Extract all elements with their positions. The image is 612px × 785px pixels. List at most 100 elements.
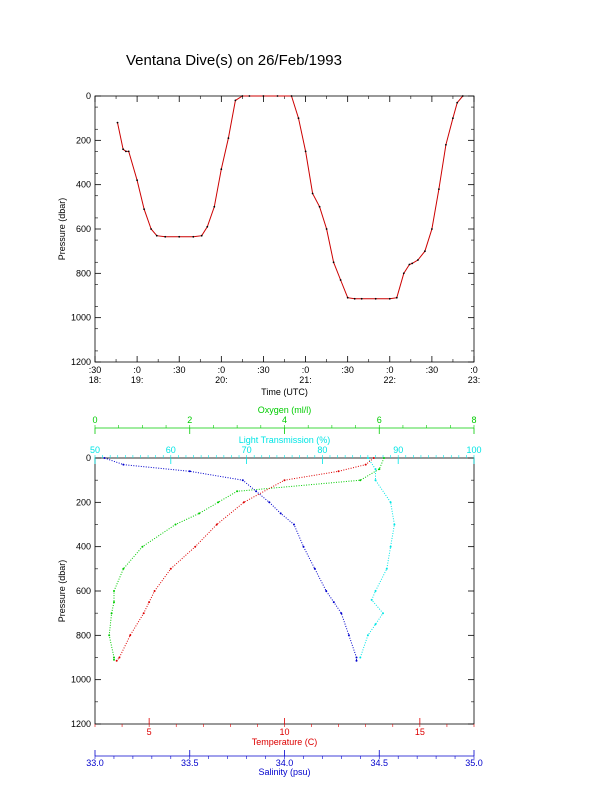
light_transmission-point: [382, 612, 384, 615]
salinity-axis: 33.0 33.5 34.0 34.5 35.0: [86, 750, 483, 768]
depth-point: [374, 297, 377, 300]
depth-point: [234, 99, 237, 102]
x-tick-label: :0: [386, 365, 394, 375]
depth-point: [360, 297, 363, 300]
temperature-point: [169, 567, 172, 570]
depth-point: [116, 121, 119, 124]
temperature-profile-line: [116, 457, 375, 662]
y-tick-label: 1200: [71, 357, 91, 367]
temperature-point: [364, 463, 367, 466]
x-tick-label: :0: [470, 365, 478, 375]
x-tick-label: :30: [257, 365, 270, 375]
chart-title: Ventana Dive(s) on 26/Feb/1993: [126, 52, 342, 69]
oxygen-point: [383, 457, 385, 459]
light_transmission-point: [393, 523, 396, 526]
depth-point: [227, 137, 230, 140]
oxygen-point: [217, 501, 220, 504]
light_transmission-point: [374, 479, 377, 482]
light_transmission-point: [385, 567, 388, 570]
depth-point: [452, 117, 454, 120]
temperature-axis: 5 10 15: [94, 718, 475, 737]
top-y-axis: 0 200 400 600 800 1000 1200: [71, 91, 474, 367]
light_transmission-tick-label: 60: [166, 445, 176, 455]
depth-point: [339, 279, 342, 281]
depth-point: [424, 250, 426, 253]
light-transmission-axis: 50 60 70 80 90 100: [90, 445, 482, 464]
depth-point: [127, 150, 130, 153]
depth-point: [143, 208, 146, 211]
profile-series: [103, 457, 396, 662]
x-tick-label: :30: [341, 365, 354, 375]
light-transmission-axis-label: Light Transmission (%): [239, 435, 331, 445]
top-y-axis-label: Pressure (dbar): [57, 198, 67, 261]
bottom-y-axis: 0 200 400 600 800 1000 1200: [71, 453, 474, 729]
light_transmission-point: [374, 623, 377, 626]
oxygen-point: [359, 479, 362, 482]
temperature-point: [337, 470, 340, 473]
depth-point: [220, 168, 223, 171]
depth-point: [200, 234, 203, 237]
salinity-tick-label: 34.5: [370, 758, 388, 768]
x-tick-label: :30: [173, 365, 186, 375]
light_transmission-point: [366, 457, 369, 459]
temperature-point: [142, 612, 145, 615]
depth-point: [461, 95, 464, 97]
light_transmission-point: [370, 598, 373, 601]
temperature-point: [148, 601, 151, 604]
temperature-tick-label: 10: [279, 727, 289, 737]
top-x-axis-label: Time (UTC): [261, 387, 308, 397]
salinity-axis-label: Salinity (psu): [258, 767, 310, 777]
depth-point: [456, 101, 459, 104]
depth-point: [125, 150, 127, 153]
salinity-point: [313, 567, 316, 570]
temperature-point: [153, 590, 156, 592]
temperature-point: [115, 659, 118, 662]
x-tick-hour-label: 18:: [89, 375, 102, 385]
bottom-y-axis-label: Pressure (dbar): [57, 560, 67, 623]
depth-point: [262, 95, 265, 97]
temperature-point: [215, 523, 218, 526]
salinity-tick-label: 35.0: [465, 758, 483, 768]
salinity-point: [302, 545, 305, 548]
light_transmission-tick-label: 100: [466, 445, 481, 455]
light_transmission-tick-label: 90: [393, 445, 403, 455]
depth-point: [395, 296, 398, 299]
oxygen-point: [113, 601, 115, 604]
depth-point: [213, 205, 216, 208]
oxygen-point: [198, 512, 201, 515]
x-tick-label: :0: [218, 365, 226, 375]
depth-point: [402, 272, 405, 275]
y-tick-label: 1200: [71, 719, 91, 729]
depth-point: [155, 234, 158, 237]
oxygen-point: [122, 567, 125, 570]
light_transmission-profile-line: [359, 457, 395, 658]
y-tick-label: 600: [76, 224, 91, 234]
salinity-tick-label: 33.5: [181, 758, 199, 768]
light_transmission-point: [389, 545, 392, 548]
temperature-point: [283, 479, 286, 482]
oxygen-point: [141, 545, 144, 548]
x-tick-label: :30: [426, 365, 439, 375]
depth-point: [353, 297, 356, 300]
oxygen-profile-line: [108, 457, 385, 660]
depth-point: [248, 95, 251, 97]
depth-point: [445, 143, 447, 146]
depth-point: [178, 235, 181, 238]
depth-point: [276, 95, 279, 97]
y-tick-label: 1000: [71, 675, 91, 685]
profile-panel: 0 200 400 600 800 1000 1200 Pressure (dbar) 0 2…: [57, 405, 483, 777]
depth-point: [411, 262, 414, 265]
y-tick-label: 200: [76, 135, 91, 145]
depth-point: [150, 228, 153, 230]
depth-point: [417, 259, 419, 261]
oxygen-point: [110, 612, 113, 615]
oxygen-point: [174, 523, 177, 526]
salinity-point: [241, 479, 244, 482]
salinity-point: [325, 590, 328, 592]
y-tick-label: 400: [76, 542, 91, 552]
y-tick-label: 600: [76, 586, 91, 596]
depth-point: [122, 148, 124, 151]
x-tick-label: :30: [89, 365, 102, 375]
